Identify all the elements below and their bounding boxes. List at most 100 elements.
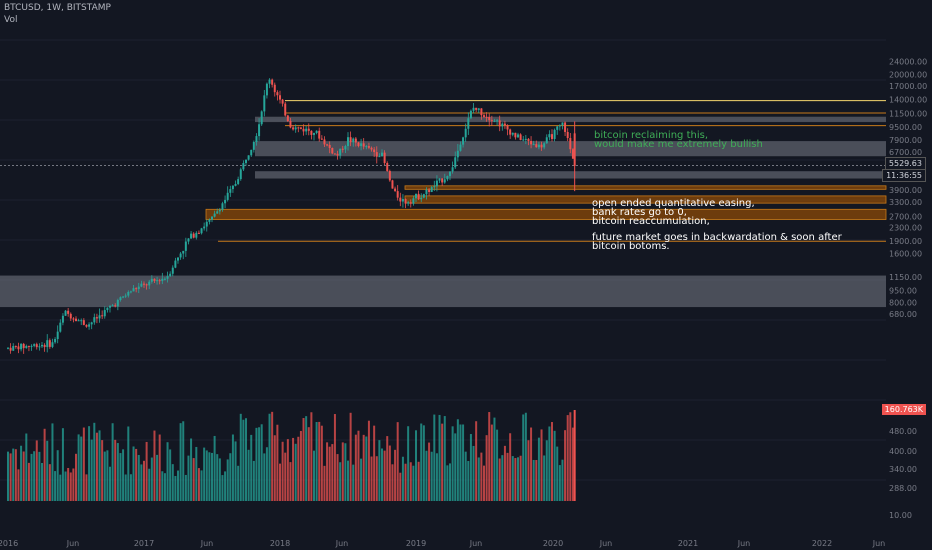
volume-bar [454,433,457,501]
volume-bar [218,458,221,501]
volume-bar [506,452,509,501]
candle-body [407,202,410,204]
candle-body [352,138,355,143]
volume-bar [231,434,234,501]
volume-bar [428,442,431,501]
candle-body [289,121,292,128]
candle-body [485,116,488,118]
volume-bar [205,450,208,501]
volume-bar [289,462,292,501]
volume-bar [88,426,91,501]
candle-body [522,139,525,141]
candle-body [388,171,391,181]
candle-body [367,146,370,148]
volume-bar [48,464,51,501]
volume-bar [399,472,402,501]
volume-bar [229,453,232,501]
volume-bar [82,427,85,501]
candle-body [409,202,412,204]
volume-bar [488,412,491,501]
volume-bar [237,465,240,501]
volume-bar [224,471,227,501]
candle-body [38,346,41,348]
candle-body [373,149,376,153]
volume-bar [64,471,67,501]
candle-body [229,189,232,193]
volume-bar [469,434,472,501]
y-tick-label: 2300.00 [889,224,922,233]
volume-bar [103,451,106,501]
volume-bar [333,414,336,501]
y-tick-label: 24000.00 [889,57,927,66]
candle-body [360,143,363,147]
volume-bar [153,430,156,501]
candle-body [519,134,522,141]
candle-body [169,273,172,277]
candle-body [530,141,533,145]
candle-body [381,152,383,157]
volume-bar [161,471,164,501]
volume-bar [17,469,20,501]
candle-body [85,324,88,327]
candle-body [106,307,109,311]
candle-body [182,250,185,254]
price-zone [404,185,887,190]
candle-body [305,128,308,132]
candle-body [245,159,247,164]
candle-body [469,110,472,119]
volume-bar [163,473,166,501]
volume-bar [106,450,109,501]
volume-bar [485,435,488,501]
volume-bar [328,446,331,501]
y-tick-label: 800.00 [889,299,917,308]
volume-bar [352,464,355,501]
volume-bar [475,421,478,501]
volume-bar [75,453,77,501]
volume-bar [548,426,551,501]
y-tick-label: 11500.00 [889,110,927,119]
x-tick-label: Jun [200,539,214,548]
volume-bar [80,436,83,501]
candle-body [242,163,245,170]
candle-body [292,127,295,130]
candle-body [543,143,546,148]
candle-body [234,183,237,186]
candle-body [328,144,331,148]
volume-bar [472,445,475,501]
candle-body [475,107,478,110]
volume-bar [517,457,519,501]
volume-bar [315,422,318,501]
candle-body [527,138,530,142]
volume-bar [571,427,574,501]
volume-bar [35,440,38,501]
volume-bar [203,447,206,501]
volume-bar [425,450,428,501]
volume-bar [150,457,153,501]
candle-body [483,115,485,117]
volume-bar [54,471,57,501]
price-zone [255,116,886,123]
candle-body [451,167,454,172]
x-tick-label: Jun [66,539,80,548]
candle-body [532,144,535,146]
candle-body [498,120,501,127]
candle-body [315,130,318,134]
volume-bar [438,414,441,501]
candle-body [208,219,211,222]
candle-body [14,346,17,348]
volume-bar [95,432,98,501]
volume-bar [247,449,250,501]
candle-body [412,198,415,204]
price-zone [0,275,886,308]
candle-body [294,127,297,130]
candle-body [540,144,543,148]
candle-body [462,137,465,145]
volume-bar [46,440,49,501]
candle-body [163,278,166,280]
volume-bar [69,472,72,501]
volume-bar [255,427,258,501]
volume-bar [148,468,151,501]
candle-body [221,203,224,210]
candle-body [20,343,23,350]
